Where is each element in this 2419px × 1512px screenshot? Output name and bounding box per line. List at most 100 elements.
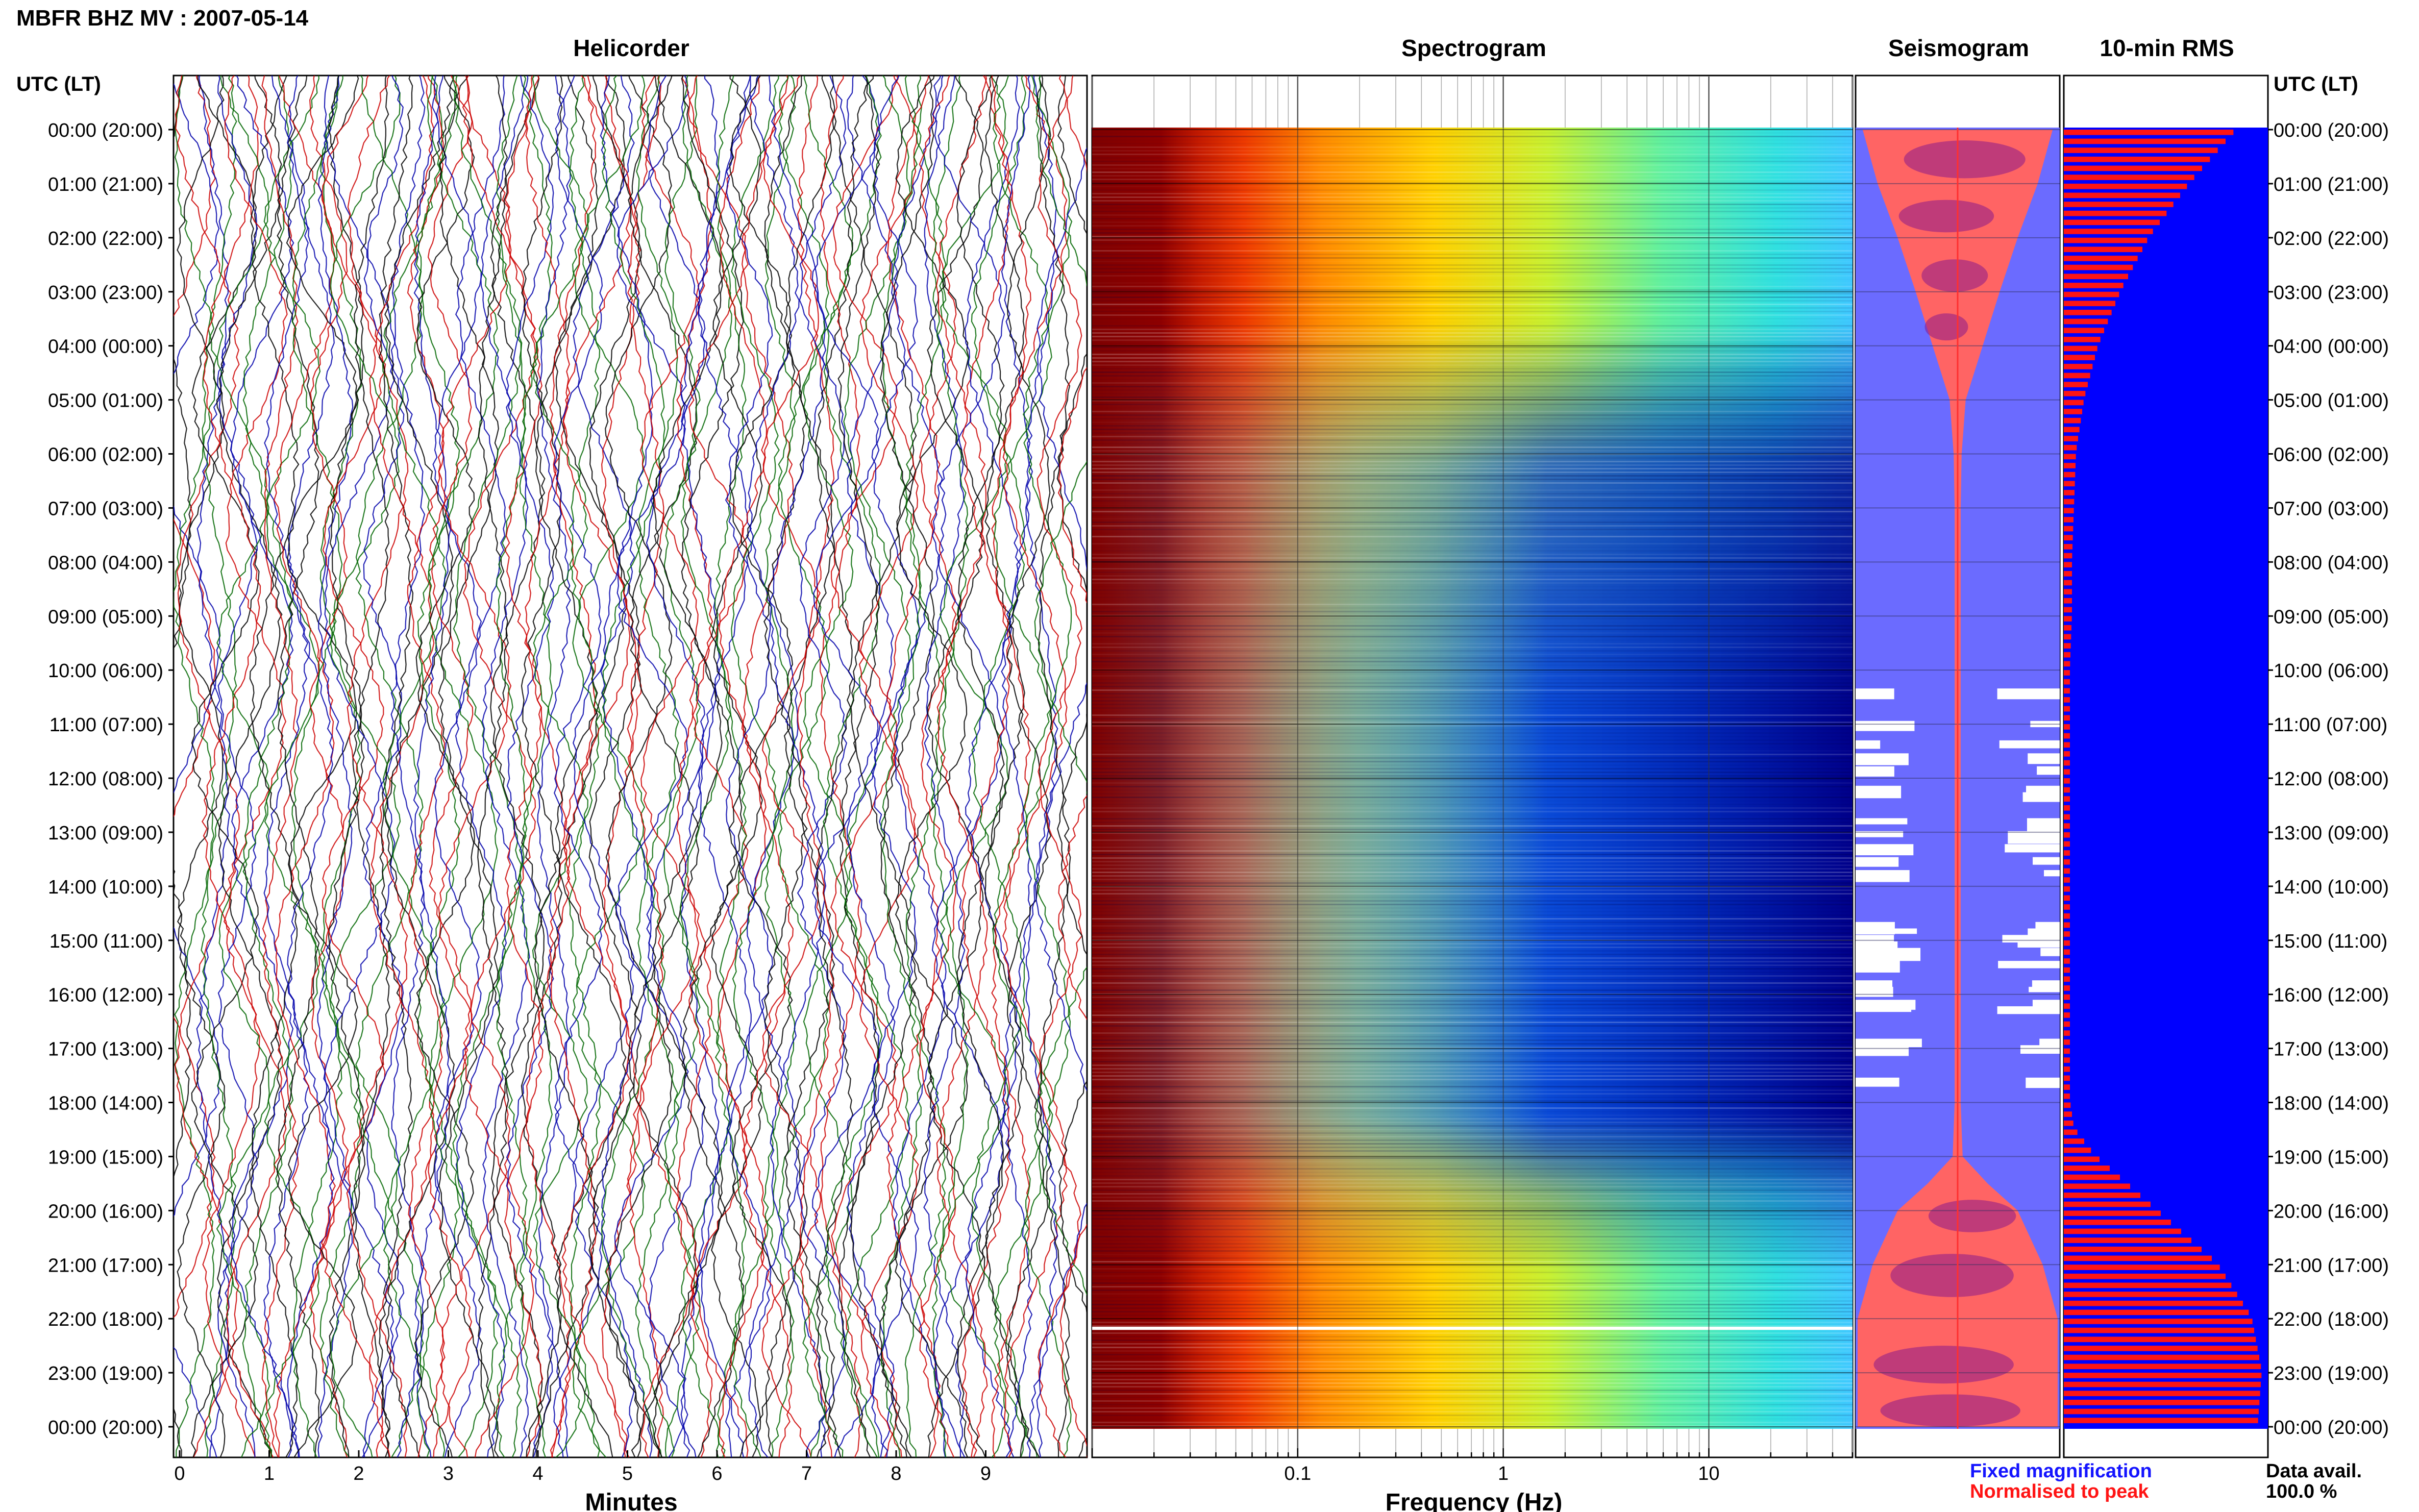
rms-bar xyxy=(2064,1219,2171,1225)
helicorder-trace xyxy=(1056,76,1087,1457)
helicorder-trace xyxy=(718,76,768,1457)
seismogram-gap xyxy=(1856,721,1915,731)
spectrogram-stripe xyxy=(1092,600,1853,602)
spectrogram-stripe xyxy=(1092,1279,1853,1280)
spectrogram-stripe xyxy=(1092,675,1853,677)
spectrogram-tick-label: 0.1 xyxy=(1284,1463,1311,1484)
spectrogram-stripe xyxy=(1092,582,1853,584)
rms-bar xyxy=(2064,625,2071,631)
spectrogram-stripe xyxy=(1092,436,1853,437)
rms-bar xyxy=(2064,1408,2259,1415)
spectrogram-stripe xyxy=(1092,575,1853,577)
time-header-right: UTC (LT) xyxy=(2274,73,2358,95)
spectrogram-stripe xyxy=(1092,664,1853,666)
spectrogram-stripe xyxy=(1092,1011,1853,1012)
spectrogram-stripe xyxy=(1092,329,1853,330)
spectrogram-stripe xyxy=(1092,718,1853,720)
spectrogram-stripe xyxy=(1092,282,1853,284)
spectrogram-stripe xyxy=(1092,1114,1853,1116)
spectrogram-stripe xyxy=(1092,311,1853,312)
spectrogram-stripe xyxy=(1092,314,1853,316)
helicorder-trace xyxy=(681,76,745,1457)
spectrogram-stripe xyxy=(1092,614,1853,616)
spectrogram-stripe xyxy=(1092,918,1853,920)
spectrogram-stripe xyxy=(1092,1343,1853,1345)
spectrogram-stripe xyxy=(1092,1122,1853,1123)
spectrogram-stripe xyxy=(1092,211,1853,212)
spectrogram-stripe xyxy=(1092,1268,1853,1270)
rms-bar xyxy=(2064,481,2075,487)
helicorder-trace xyxy=(477,76,509,1457)
spectrogram-stripe xyxy=(1092,1018,1853,1020)
spectrogram-stripe xyxy=(1092,389,1853,391)
time-label-left: 00:00 (20:00) xyxy=(48,1417,163,1439)
rms-bar xyxy=(2064,328,2104,333)
helicorder-trace xyxy=(506,76,554,1457)
helicorder-trace xyxy=(174,76,216,1318)
rms-bar xyxy=(2064,1174,2120,1180)
time-label-left: 21:00 (17:00) xyxy=(48,1255,163,1276)
rms-bar xyxy=(2064,1300,2243,1306)
seismogram-gap xyxy=(2008,831,2060,844)
spectrogram-stripe xyxy=(1092,1357,1853,1359)
helicorder-tick-label: 6 xyxy=(711,1463,722,1484)
spectrogram-stripe xyxy=(1092,1082,1853,1084)
spectrogram-stripe xyxy=(1092,782,1853,784)
rms-bar xyxy=(2064,1166,2110,1171)
helicorder-trace xyxy=(991,76,1031,1457)
spectrogram-stripe xyxy=(1092,539,1853,541)
spectrogram-stripe xyxy=(1092,343,1853,344)
rms-bar xyxy=(2064,1147,2091,1153)
spectrogram-stripe xyxy=(1092,811,1853,812)
helicorder-trace xyxy=(894,76,970,1457)
spectrogram-stripe xyxy=(1092,239,1853,241)
spectrogram-stripe xyxy=(1092,925,1853,927)
time-label-left: 16:00 (12:00) xyxy=(48,985,163,1006)
rms-bar xyxy=(2064,616,2072,622)
spectrogram-stripe xyxy=(1092,268,1853,269)
legend-fixed-magnification: Fixed magnification xyxy=(1970,1460,2152,1482)
spectrogram-stripe xyxy=(1092,1307,1853,1309)
spectrogram-stripe xyxy=(1092,411,1853,412)
helicorder-trace xyxy=(174,76,218,1457)
helicorder-trace xyxy=(561,76,632,1457)
time-header-left: UTC (LT) xyxy=(16,73,101,95)
data-avail-value: 100.0 % xyxy=(2266,1481,2337,1502)
spectrogram-stripe xyxy=(1092,307,1853,309)
spectrogram-stripe xyxy=(1092,829,1853,830)
spectrogram-stripe xyxy=(1092,1250,1853,1252)
spectrogram-stripe xyxy=(1092,554,1853,555)
spectrogram-stripe xyxy=(1092,768,1853,770)
spectrogram-stripe xyxy=(1092,947,1853,948)
spectrogram-stripe xyxy=(1092,914,1853,916)
spectrogram-stripe xyxy=(1092,1293,1853,1295)
helicorder-trace xyxy=(680,76,721,1457)
rms-bar xyxy=(2064,904,2070,910)
spectrogram-stripe xyxy=(1092,757,1853,759)
spectrogram-stripe xyxy=(1092,154,1853,155)
spectrogram-stripe xyxy=(1092,979,1853,980)
rms-bar xyxy=(2064,1265,2220,1270)
spectrogram-stripe xyxy=(1092,1397,1853,1398)
spectrogram-stripe xyxy=(1092,843,1853,845)
rms-bar xyxy=(2064,580,2072,586)
spectrogram-stripe xyxy=(1092,1361,1853,1362)
rms-bar xyxy=(2064,246,2142,253)
spectrogram-stripe xyxy=(1092,447,1853,448)
spectrogram-stripe xyxy=(1092,668,1853,670)
spectrogram-stripe xyxy=(1092,547,1853,548)
rms-bar xyxy=(2064,490,2075,495)
helicorder-trace xyxy=(532,76,589,1457)
spectrogram-stripe xyxy=(1092,1189,1853,1191)
time-label-left: 22:00 (18:00) xyxy=(48,1309,163,1330)
rms-bar xyxy=(2064,202,2174,207)
rms-bar xyxy=(2064,1292,2237,1297)
helicorder-trace xyxy=(249,76,300,1457)
rms-bar xyxy=(2064,1210,2161,1216)
spectrogram-stripe xyxy=(1092,964,1853,966)
time-label-left: 08:00 (04:00) xyxy=(48,552,163,574)
spectrogram-stripe xyxy=(1092,150,1853,152)
helicorder-trace xyxy=(837,76,880,1457)
time-label-left: 05:00 (01:00) xyxy=(48,390,163,412)
rms-bar xyxy=(2064,967,2070,973)
